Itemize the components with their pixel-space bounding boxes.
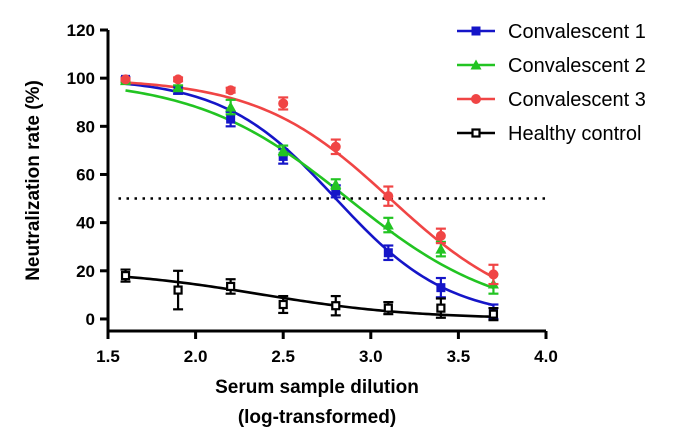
fit-curve-series-1 — [125, 82, 494, 307]
data-point-series-2 — [435, 243, 447, 254]
fit-curve-series-4 — [125, 275, 494, 319]
y-tick-label: 0 — [86, 310, 95, 329]
legend-label-series-3: Convalescent 3 — [508, 89, 646, 111]
fit-curve-series-2 — [125, 89, 494, 290]
x-tick-label: 3.5 — [447, 347, 471, 366]
data-point-series-3 — [173, 74, 184, 85]
legend-marker-series-2 — [470, 59, 482, 70]
data-point-series-3 — [278, 98, 289, 109]
y-tick-label: 60 — [76, 165, 95, 184]
x-tick-label: 3.0 — [359, 347, 383, 366]
x-axis-title: Serum sample dilution — [215, 377, 419, 398]
data-point-series-4 — [226, 281, 236, 292]
data-point-series-1 — [278, 151, 288, 161]
legend: Convalescent 1 Convalescent 2 Convalescent… — [457, 21, 646, 145]
legend-marker-series-3 — [471, 94, 481, 104]
y-tick-label: 20 — [76, 262, 95, 281]
legend-marker-series-1 — [471, 26, 481, 36]
x-tick-label: 2.0 — [184, 347, 208, 366]
data-point-series-1 — [436, 283, 446, 293]
axes — [100, 28, 548, 339]
data-point-series-4 — [120, 271, 131, 281]
data-point-series-2 — [277, 144, 289, 155]
data-point-series-1 — [226, 114, 236, 124]
data-point-series-1 — [383, 248, 393, 258]
data-point-series-1 — [331, 186, 341, 196]
y-tick-label: 40 — [76, 214, 95, 233]
data-point-series-3 — [330, 141, 341, 152]
data-point-series-2 — [330, 178, 342, 189]
data-point-series-4 — [331, 301, 341, 311]
x-tick-label: 2.5 — [271, 347, 295, 366]
x-axis-title-line2: (log-transformed) — [238, 407, 396, 428]
axis-labels: 0 20 40 60 80 100 120 1.5 2.0 2.5 3.0 3.5 4.0 Serum s… — [23, 21, 558, 428]
y-axis-title: Neutralization rate (%) — [23, 80, 44, 281]
data-point-series-3 — [488, 269, 499, 280]
data-point-series-2 — [382, 219, 394, 230]
x-tick-label: 4.0 — [534, 347, 558, 366]
data-point-series-3 — [383, 191, 394, 202]
fit-curve-series-3 — [125, 81, 495, 279]
data-point-series-4 — [488, 309, 499, 319]
data-point-series-2 — [172, 82, 184, 93]
legend-label-series-2: Convalescent 2 — [508, 55, 646, 77]
legend-label-series-4: Healthy control — [508, 123, 641, 145]
x-tick-label: 1.5 — [96, 347, 120, 366]
y-tick-label: 120 — [67, 21, 95, 40]
data-points — [120, 74, 499, 322]
legend-marker-series-4 — [471, 128, 481, 138]
y-tick-label: 80 — [76, 117, 95, 136]
data-point-series-4 — [278, 299, 288, 310]
y-tick-label: 100 — [67, 69, 95, 88]
fit-curves — [125, 81, 495, 319]
data-point-series-4 — [173, 285, 183, 295]
data-point-series-4 — [383, 303, 393, 313]
data-point-series-2 — [225, 101, 237, 112]
data-point-series-3 — [435, 230, 446, 241]
data-point-series-3 — [225, 85, 236, 96]
legend-label-series-1: Convalescent 1 — [508, 21, 646, 43]
data-point-series-3 — [120, 74, 131, 85]
data-point-series-4 — [436, 303, 446, 313]
